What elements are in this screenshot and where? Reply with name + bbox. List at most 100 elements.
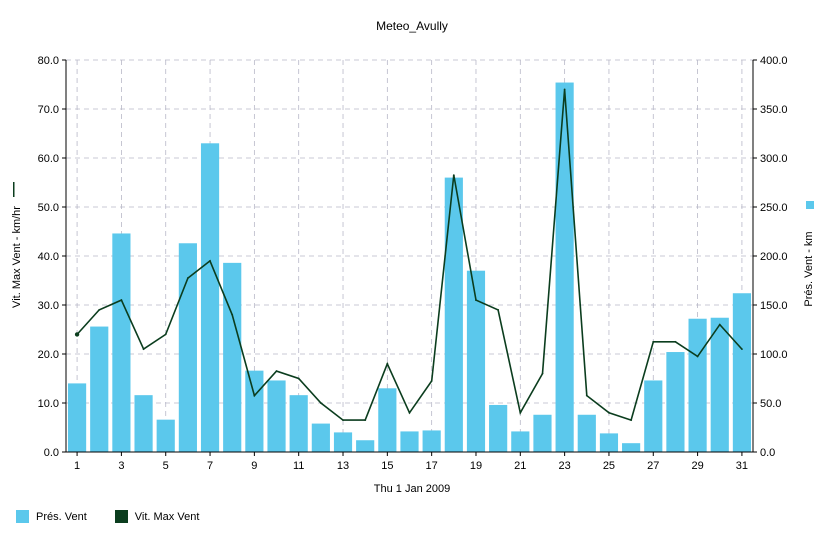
line-point: [186, 277, 189, 279]
bar: [134, 395, 153, 452]
chart-title: Meteo_Avully: [376, 19, 448, 33]
x-tick-label: 1: [74, 460, 80, 472]
bar: [267, 380, 286, 452]
bar: [311, 423, 330, 452]
line-point: [741, 348, 743, 350]
legend-item-pres-vent: Prés. Vent: [16, 510, 87, 523]
bar: [400, 431, 419, 452]
bar: [245, 370, 264, 452]
x-tick-label: 3: [118, 460, 124, 472]
y-tick-label-left: 80.0: [38, 55, 59, 67]
line-point: [98, 309, 101, 311]
bar: [555, 82, 574, 452]
y-tick-label-left: 60.0: [38, 153, 59, 165]
bar: [444, 177, 463, 452]
bar: [112, 233, 131, 452]
y-tick-label-right: 200.0: [760, 251, 788, 263]
line-point: [364, 419, 367, 422]
y-ticks-left: 0.0 10.0 20.0 30.0 40.0 50.0 60.0 70.0 80.0: [38, 55, 66, 459]
line-point: [386, 362, 389, 365]
line-point: [563, 88, 566, 91]
bar: [666, 352, 685, 452]
line-point: [408, 411, 411, 414]
x-tick-label: 17: [426, 460, 438, 472]
line-point: [452, 174, 455, 177]
bar: [599, 433, 619, 452]
line-point: [297, 377, 300, 380]
x-tick-label: 31: [736, 460, 748, 472]
x-tick-label: 7: [207, 460, 213, 472]
x-ticks: 1 3 5 7 9 11 13 15 17 19 21 23 25 27 29 31: [74, 452, 748, 472]
y-axis-right-legend-marker: [806, 201, 814, 209]
series-line-vit-max-vent: [76, 89, 743, 422]
line-point: [209, 260, 211, 262]
bar: [533, 414, 552, 452]
y-tick-label-right: 250.0: [760, 202, 788, 214]
line-point: [696, 355, 699, 358]
bar-series: [67, 82, 752, 453]
x-axis-label: Thu 1 Jan 2009: [374, 483, 450, 495]
bar: [466, 270, 486, 452]
line-point: [652, 340, 655, 343]
legend-swatch-vit-max-vent: [114, 510, 128, 523]
x-tick-label: 11: [293, 460, 304, 472]
y-tick-label-right: 100.0: [760, 349, 788, 361]
line-point: [674, 340, 677, 343]
y-axis-label-right-text: Prés. Vent - km: [803, 231, 815, 306]
legend: Prés. Vent Vit. Max Vent: [16, 510, 227, 523]
line-point: [120, 299, 123, 301]
x-tick-label: 23: [559, 460, 571, 472]
y-tick-label-right: 0.0: [760, 447, 775, 459]
y-tick-label-left: 70.0: [38, 104, 59, 116]
line-point: [718, 323, 721, 326]
y-axis-left-legend-marker: [13, 182, 15, 197]
line-point: [430, 380, 433, 382]
line-point: [164, 333, 167, 336]
x-tick-label: 21: [514, 460, 526, 472]
legend-label-vit-max-vent: Vit. Max Vent: [134, 510, 200, 523]
legend-swatch-pres-vent: [16, 510, 29, 523]
bar: [178, 243, 197, 452]
y-tick-label-left: 40.0: [38, 251, 59, 263]
bar: [156, 419, 175, 452]
y-tick-label-left: 50.0: [38, 202, 59, 214]
y-axis-label-left: Vit. Max Vent - km/hr: [11, 182, 23, 308]
bar: [90, 326, 109, 452]
y-axis-label-right: Prés. Vent - km: [803, 201, 815, 307]
y-axis-label-left-text: Vit. Max Vent - km/hr: [11, 206, 23, 308]
y-ticks-right: 0.0 50.0 100.0 150.0 200.0 250.0 300.0 350.0 400…: [753, 55, 788, 459]
bar: [644, 380, 663, 452]
y-tick-label-right: 300.0: [760, 153, 788, 165]
bar: [223, 262, 242, 452]
x-tick-label: 5: [163, 460, 169, 472]
bar: [378, 388, 397, 452]
y-tick-label-right: 150.0: [760, 300, 788, 312]
bar: [422, 430, 441, 452]
line-start-marker: [74, 332, 80, 337]
x-tick-label: 13: [337, 460, 349, 472]
line-point: [630, 419, 633, 422]
y-tick-label-right: 50.0: [760, 398, 781, 410]
y-tick-label-left: 10.0: [38, 398, 59, 410]
line-point: [231, 313, 234, 316]
bar: [732, 293, 752, 452]
y-tick-label-left: 0.0: [44, 447, 59, 459]
line-point: [275, 370, 278, 373]
x-tick-label: 27: [647, 460, 659, 472]
x-tick-label: 9: [251, 460, 257, 472]
line-point: [342, 419, 344, 422]
line-point: [253, 394, 256, 397]
x-tick-label: 29: [691, 460, 703, 472]
y-tick-label-right: 350.0: [760, 104, 788, 116]
legend-label-pres-vent: Prés. Vent: [36, 510, 87, 523]
line-point: [497, 309, 500, 311]
bar: [577, 414, 596, 452]
bar: [356, 440, 375, 452]
bar: [289, 395, 308, 452]
line-point: [142, 348, 145, 350]
bar: [333, 432, 353, 452]
bar: [200, 143, 220, 453]
bar: [622, 443, 641, 452]
x-tick-label: 25: [603, 460, 615, 472]
